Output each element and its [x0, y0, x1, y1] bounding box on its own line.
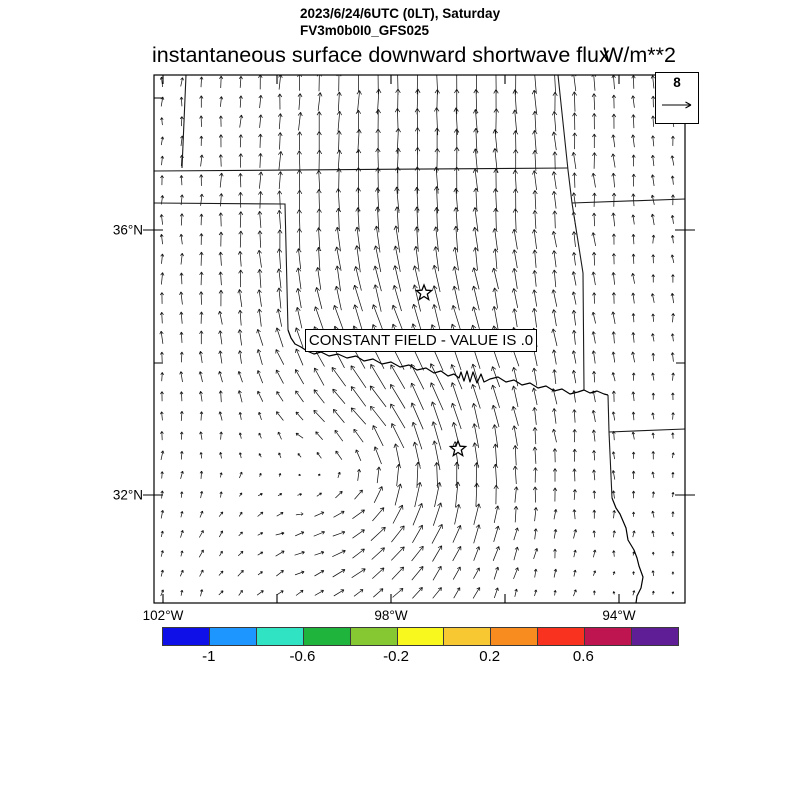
colorbar-segment	[491, 628, 539, 645]
colorbar-segment	[303, 628, 351, 645]
colorbar-tick-label: -0.6	[289, 648, 316, 665]
axis-ticks	[143, 75, 695, 603]
lat-axis-label: 36°N	[112, 222, 143, 238]
reference-vector-value: 8	[673, 75, 681, 90]
state-border-line	[571, 202, 585, 391]
constant-field-banner: CONSTANT FIELD - VALUE IS .0	[305, 329, 537, 352]
model-run-label: FV3m0b0I0_GFS025	[300, 23, 430, 38]
river-boundary-line	[611, 497, 644, 604]
lon-axis-label: 98°W	[374, 608, 408, 623]
colorbar-tick-label: 0.6	[572, 648, 594, 665]
valid-time-label: 2023/6/24/6UTC (0LT), Saturday	[300, 6, 501, 21]
colorbar	[162, 627, 679, 646]
colorbar-segment	[538, 628, 586, 645]
colorbar-segment	[632, 628, 678, 645]
colorbar-segment	[350, 628, 398, 645]
river-boundary-line	[287, 329, 609, 396]
colorbar-segment	[256, 628, 304, 645]
chart-title: instantaneous surface downward shortwave…	[152, 43, 610, 67]
state-border-line	[153, 202, 289, 331]
colorbar-segment	[585, 628, 633, 645]
state-border-line	[608, 431, 613, 499]
state-border-line	[557, 74, 573, 204]
lat-axis-label: 32°N	[112, 487, 143, 503]
colorbar-segment	[163, 628, 210, 645]
colorbar-segment	[444, 628, 492, 645]
lon-axis-label: 94°W	[602, 608, 636, 623]
city-star-marker	[414, 283, 434, 301]
state-border-line	[571, 198, 686, 204]
state-border-line	[153, 167, 569, 172]
lon-axis-label: 102°W	[142, 608, 184, 623]
units-label: W/m**2	[603, 43, 676, 67]
colorbar-tick-label: -1	[202, 648, 216, 665]
state-border-line	[607, 394, 610, 433]
colorbar-tick-label: 0.2	[479, 648, 501, 665]
map-frame	[153, 74, 686, 604]
reference-arrow-icon	[662, 101, 692, 109]
colorbar-segment	[209, 628, 257, 645]
city-star-marker	[448, 439, 468, 457]
state-border-line	[608, 428, 686, 433]
reference-vector-box: 8	[655, 72, 699, 124]
colorbar-tick-label: -0.2	[383, 648, 410, 665]
state-border-line	[181, 74, 187, 169]
colorbar-segment	[397, 628, 445, 645]
